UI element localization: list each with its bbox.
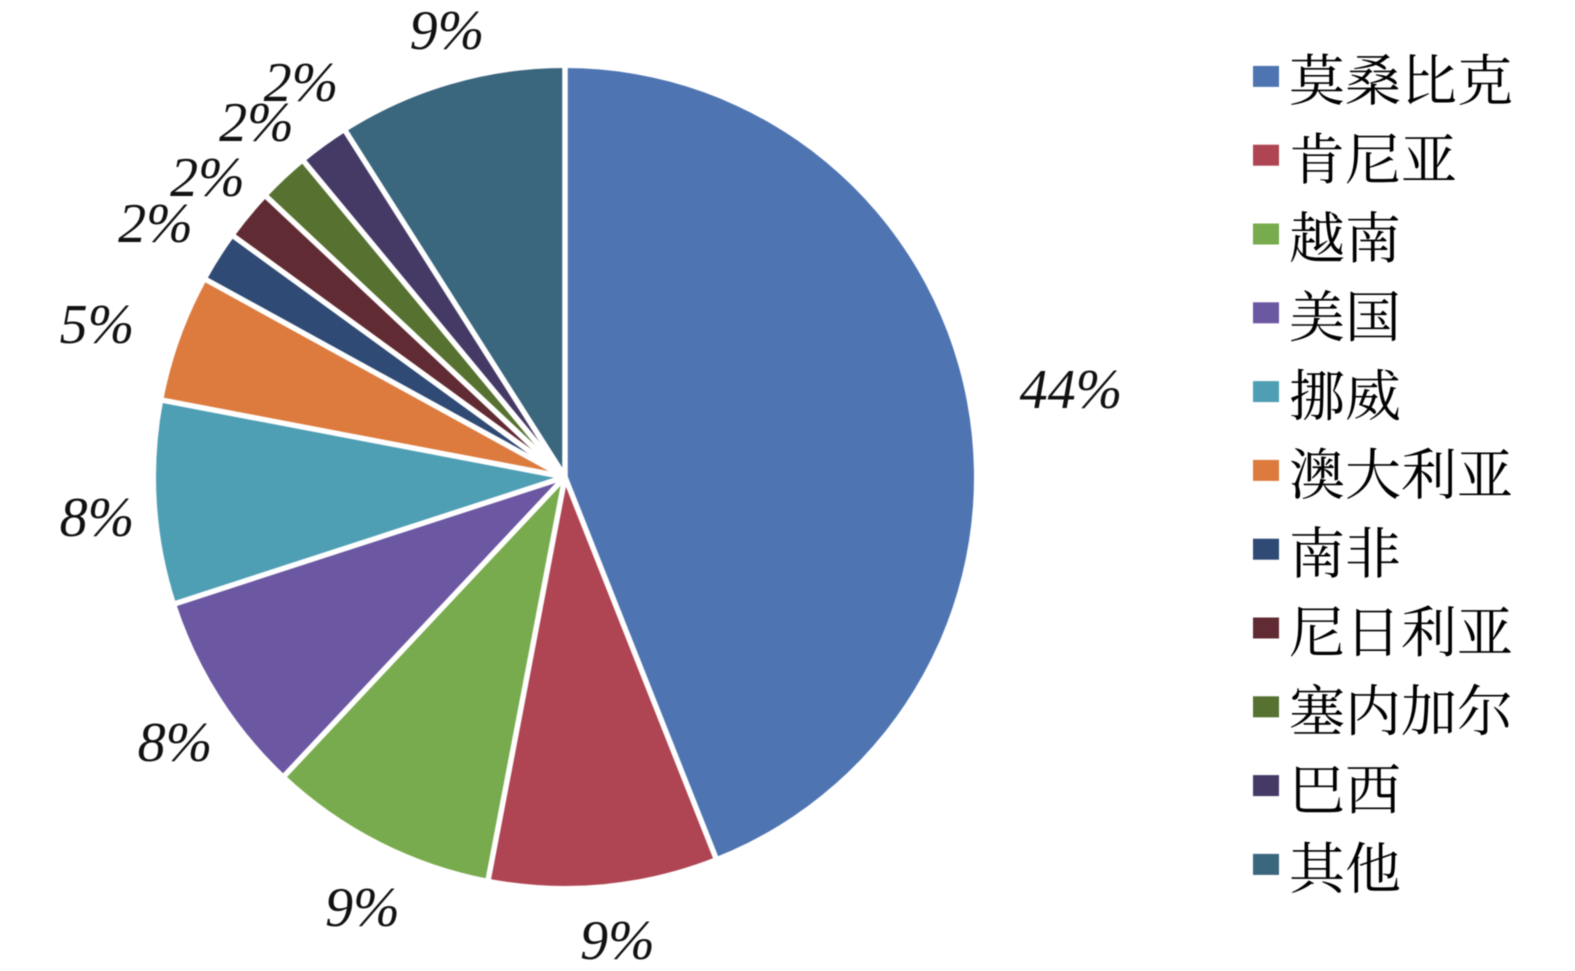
svg-text:44%: 44%	[1020, 359, 1123, 421]
svg-text:9%: 9%	[410, 0, 485, 62]
svg-text:2%: 2%	[219, 92, 294, 154]
svg-text:9%: 9%	[580, 910, 655, 971]
svg-text:2%: 2%	[170, 147, 245, 209]
svg-text:8%: 8%	[138, 712, 213, 774]
svg-text:5%: 5%	[60, 294, 135, 356]
svg-text:2%: 2%	[118, 193, 193, 255]
svg-text:9%: 9%	[325, 877, 400, 939]
svg-text:8%: 8%	[60, 487, 135, 549]
svg-text:2%: 2%	[264, 52, 339, 114]
